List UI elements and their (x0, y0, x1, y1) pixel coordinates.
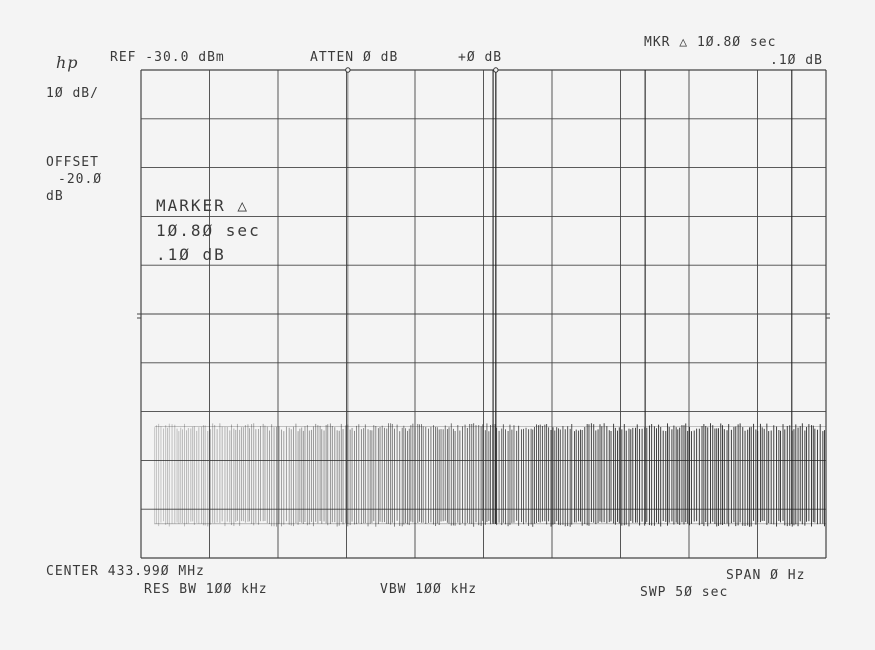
marker-readout-level: .1Ø dB (770, 53, 823, 68)
marker-box-time: 1Ø.8Ø sec (156, 221, 261, 240)
marker-readout: MKR △ 1Ø.8Ø sec (644, 35, 777, 50)
resolution-bandwidth: RES BW 1ØØ kHz (144, 582, 268, 597)
scale-label: 1Ø dB/ (46, 86, 99, 101)
video-bandwidth: VBW 1ØØ kHz (380, 582, 478, 597)
span: SPAN Ø Hz (726, 568, 806, 583)
attenuation: ATTEN Ø dB (310, 50, 399, 65)
ref-level: REF -30.0 dBm (110, 50, 225, 65)
marker-dot (345, 67, 351, 73)
marker-box-title: MARKER △ (156, 196, 250, 215)
offset-unit: dB (46, 189, 64, 204)
marker-dot (493, 67, 499, 73)
center-frequency: CENTER 433.99Ø MHz (46, 564, 205, 579)
marker-box-level: .1Ø dB (156, 245, 226, 264)
hp-logo: hp (56, 53, 79, 72)
offset-label: OFFSET (46, 155, 99, 170)
offset-top: +Ø dB (458, 50, 503, 65)
offset-value: -20.Ø (58, 172, 103, 187)
sweep-time: SWP 5Ø sec (640, 585, 729, 600)
